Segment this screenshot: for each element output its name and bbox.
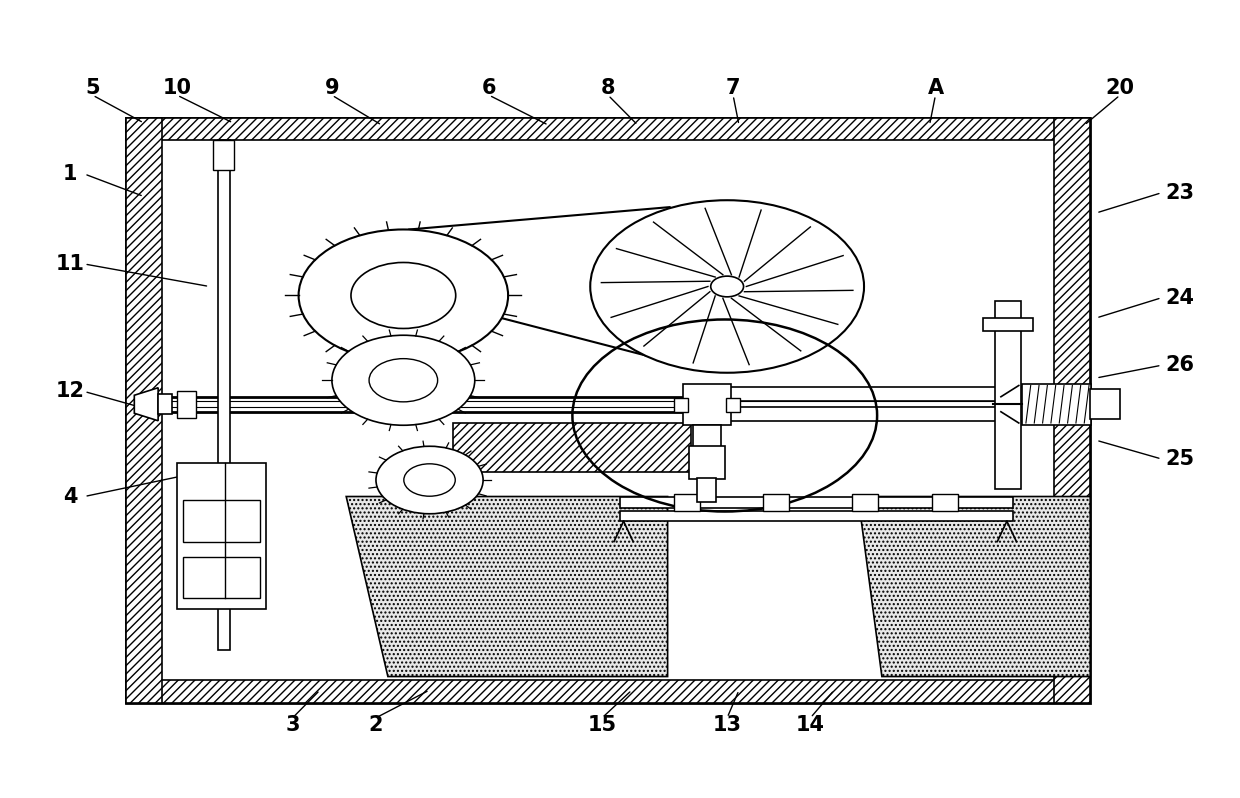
Text: 25: 25: [1164, 449, 1194, 469]
Text: 1: 1: [63, 164, 77, 184]
Text: 5: 5: [86, 77, 100, 97]
Circle shape: [332, 335, 475, 425]
Bar: [693, 425, 722, 448]
Bar: [932, 494, 959, 511]
Bar: [620, 511, 1013, 521]
Circle shape: [351, 263, 456, 329]
Bar: [454, 423, 692, 472]
Bar: [177, 391, 196, 418]
Text: 2: 2: [368, 715, 383, 735]
Bar: [1022, 384, 1091, 425]
Bar: [994, 302, 1022, 489]
Text: 9: 9: [325, 77, 340, 97]
Bar: [620, 497, 1013, 508]
Bar: [763, 494, 789, 511]
Text: 20: 20: [1106, 77, 1135, 97]
Text: 23: 23: [1166, 183, 1194, 203]
Bar: [692, 407, 1024, 421]
Bar: [983, 318, 1033, 331]
Text: 10: 10: [162, 77, 192, 97]
Bar: [689, 445, 724, 480]
Text: 26: 26: [1166, 355, 1194, 375]
Bar: [683, 384, 730, 425]
Bar: [725, 398, 740, 412]
Text: 12: 12: [56, 381, 84, 401]
Circle shape: [590, 200, 864, 373]
Bar: [159, 394, 172, 414]
Bar: [184, 556, 260, 598]
Polygon shape: [346, 496, 667, 677]
Polygon shape: [134, 388, 159, 421]
Bar: [213, 140, 234, 170]
Circle shape: [376, 446, 484, 514]
Text: A: A: [928, 77, 944, 97]
Text: 7: 7: [725, 77, 740, 97]
Bar: [692, 387, 1024, 401]
Bar: [126, 680, 1090, 703]
Text: 11: 11: [56, 254, 84, 274]
Text: 4: 4: [63, 487, 77, 507]
Bar: [126, 118, 1090, 703]
Text: 13: 13: [713, 715, 742, 735]
Text: 24: 24: [1166, 288, 1194, 308]
Circle shape: [370, 358, 438, 402]
Polygon shape: [858, 496, 1090, 677]
Text: 3: 3: [285, 715, 300, 735]
Bar: [218, 140, 229, 650]
Circle shape: [711, 276, 744, 297]
Bar: [673, 398, 688, 412]
Bar: [184, 500, 260, 542]
Bar: [852, 494, 878, 511]
Text: 14: 14: [796, 715, 825, 735]
Bar: [1054, 118, 1090, 703]
Bar: [697, 478, 717, 502]
Bar: [126, 118, 161, 703]
Bar: [126, 118, 1090, 140]
Bar: [177, 463, 267, 609]
Text: 6: 6: [482, 77, 496, 97]
Circle shape: [299, 230, 508, 361]
Text: 15: 15: [588, 715, 616, 735]
Bar: [673, 494, 699, 511]
Circle shape: [404, 464, 455, 496]
Bar: [1090, 389, 1120, 419]
Text: 8: 8: [601, 77, 615, 97]
